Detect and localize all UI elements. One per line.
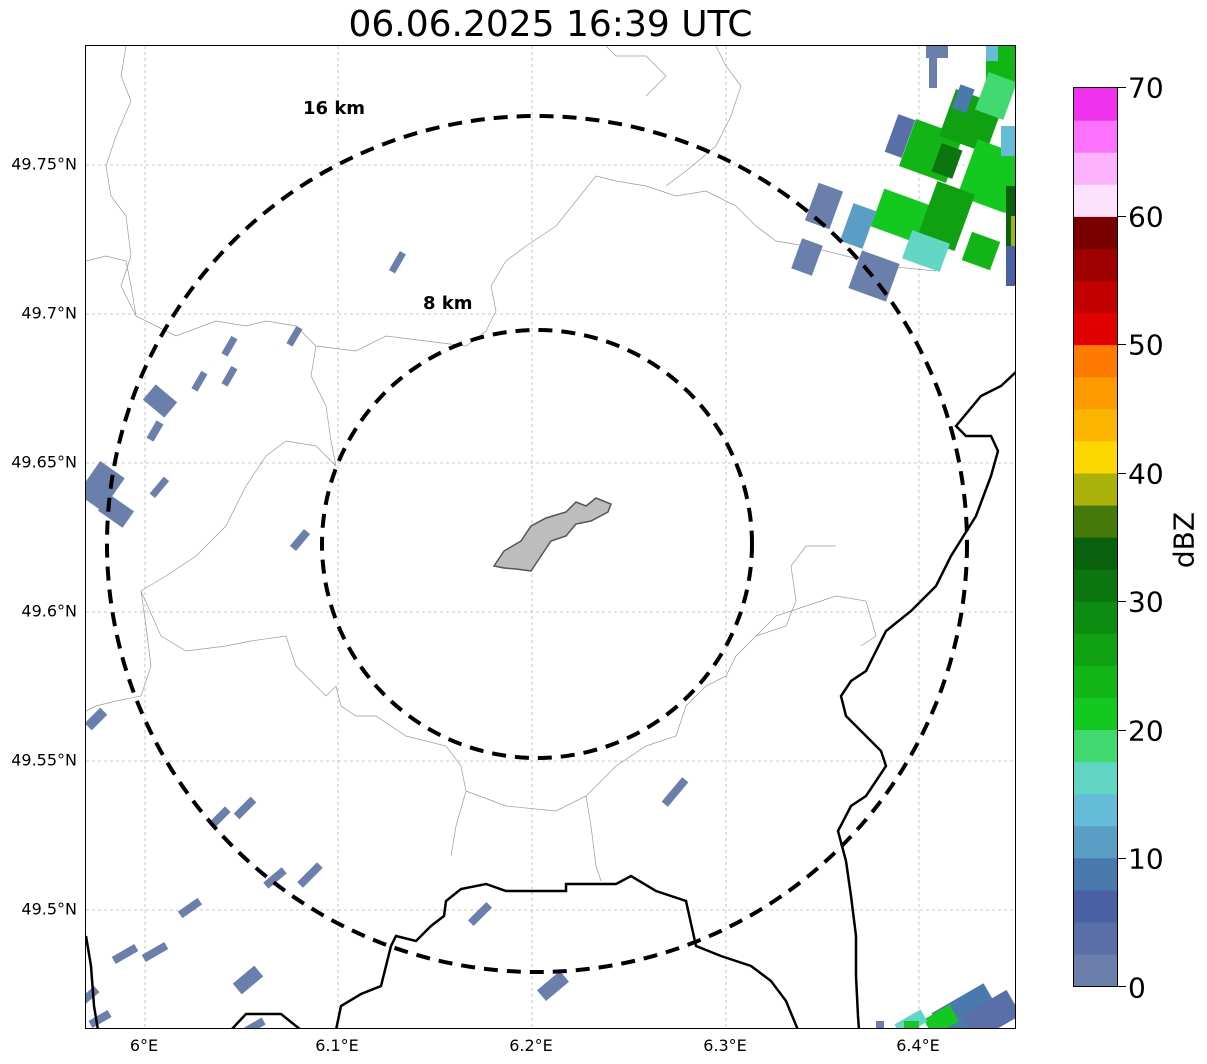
lon-tick-label: 6.4°E bbox=[896, 1036, 940, 1055]
colorbar-tick-label: 20 bbox=[1128, 714, 1164, 748]
colorbar-segment bbox=[1074, 184, 1117, 217]
colorbar-tick-label: 60 bbox=[1128, 200, 1164, 234]
colorbar-segment bbox=[1074, 761, 1117, 795]
colorbar-tick bbox=[1118, 473, 1126, 474]
colorbar-segment bbox=[1074, 280, 1117, 314]
lat-tick-label: 49.75°N bbox=[11, 154, 77, 174]
lat-tick-label: 49.5°N bbox=[21, 899, 77, 919]
colorbar-tick bbox=[1118, 730, 1126, 731]
lon-tick-label: 6.3°E bbox=[703, 1036, 747, 1055]
municipal-boundaries bbox=[86, 46, 937, 882]
colorbar-segment bbox=[1074, 697, 1117, 731]
colorbar-segment bbox=[1074, 312, 1117, 346]
gridlines bbox=[86, 46, 1015, 1028]
colorbar-segment bbox=[1074, 216, 1117, 249]
ring-label-16km: 16 km bbox=[303, 98, 366, 119]
colorbar bbox=[1073, 87, 1118, 987]
colorbar-segment bbox=[1074, 953, 1117, 986]
lat-tick-label: 49.55°N bbox=[11, 750, 77, 770]
colorbar-tick-label: 30 bbox=[1128, 585, 1164, 619]
map-canvas bbox=[86, 46, 1015, 1028]
colorbar-segment bbox=[1074, 88, 1117, 121]
lat-tick-label: 49.65°N bbox=[11, 452, 77, 472]
colorbar-tick bbox=[1118, 986, 1126, 987]
range-ring-16km bbox=[105, 114, 969, 974]
colorbar-segment bbox=[1074, 504, 1117, 538]
colorbar-tick bbox=[1118, 601, 1126, 602]
country-border bbox=[86, 371, 1015, 1028]
lat-tick-label: 49.7°N bbox=[21, 303, 77, 323]
colorbar-segment bbox=[1074, 569, 1117, 602]
colorbar-title: dBZ bbox=[1167, 511, 1201, 569]
colorbar-segment bbox=[1074, 472, 1117, 506]
colorbar-tick bbox=[1118, 87, 1126, 88]
colorbar-segment bbox=[1074, 729, 1117, 763]
colorbar-segment bbox=[1074, 793, 1117, 827]
colorbar-tick-label: 50 bbox=[1128, 328, 1164, 362]
colorbar-tick bbox=[1118, 344, 1126, 345]
colorbar-tick-label: 70 bbox=[1128, 71, 1164, 105]
lon-tick-label: 6°E bbox=[129, 1036, 159, 1055]
colorbar-tick-label: 0 bbox=[1128, 971, 1146, 1005]
colorbar-segment bbox=[1074, 537, 1117, 570]
lon-tick-label: 6.1°E bbox=[315, 1036, 359, 1055]
colorbar-segment bbox=[1074, 376, 1117, 410]
colorbar-segment bbox=[1074, 344, 1117, 378]
colorbar-segment bbox=[1074, 248, 1117, 282]
colorbar-scale bbox=[1074, 88, 1117, 986]
colorbar-segment bbox=[1074, 825, 1117, 859]
ring-label-8km: 8 km bbox=[423, 293, 473, 314]
colorbar-tick-label: 40 bbox=[1128, 457, 1164, 491]
radar-site-marker bbox=[492, 497, 612, 572]
colorbar-segment bbox=[1074, 408, 1117, 442]
colorbar-segment bbox=[1074, 889, 1117, 923]
lon-tick-label: 6.2°E bbox=[509, 1036, 553, 1055]
radar-map[interactable] bbox=[85, 45, 1016, 1029]
colorbar-segment bbox=[1074, 857, 1117, 891]
colorbar-segment bbox=[1074, 665, 1117, 698]
range-ring-8km bbox=[320, 328, 754, 760]
range-rings bbox=[105, 114, 969, 974]
colorbar-segment bbox=[1074, 633, 1117, 666]
chart-title: 06.06.2025 16:39 UTC bbox=[348, 4, 753, 45]
colorbar-tick bbox=[1118, 858, 1126, 859]
colorbar-segment bbox=[1074, 440, 1117, 474]
colorbar-segment bbox=[1074, 152, 1117, 185]
colorbar-segment bbox=[1074, 120, 1117, 153]
colorbar-segment bbox=[1074, 921, 1117, 955]
colorbar-tick-label: 10 bbox=[1128, 842, 1164, 876]
lat-tick-label: 49.6°N bbox=[21, 601, 77, 621]
radar-echoes bbox=[86, 46, 1015, 1028]
colorbar-segment bbox=[1074, 601, 1117, 634]
colorbar-tick bbox=[1118, 216, 1126, 217]
